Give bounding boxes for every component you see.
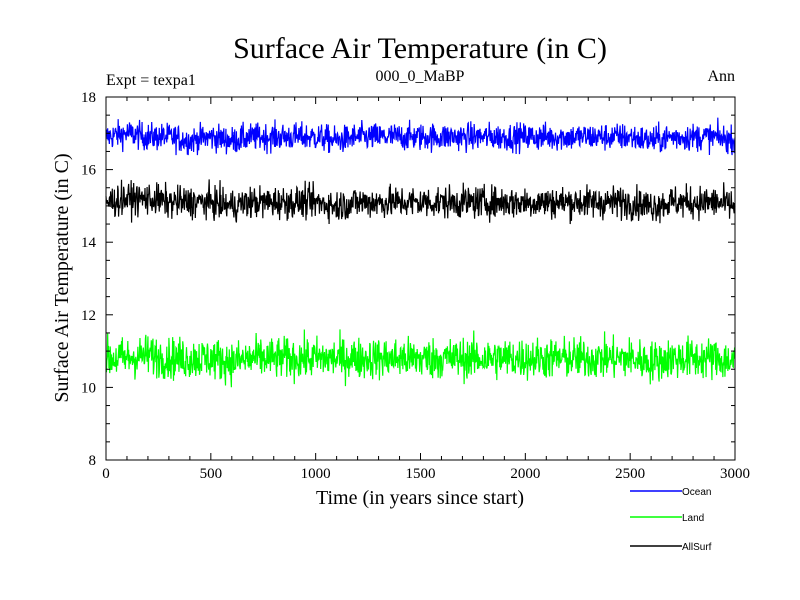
legend-label-ocean: Ocean xyxy=(682,487,711,498)
y-tick-label: 8 xyxy=(89,453,97,469)
x-tick-label: 0 xyxy=(102,466,110,482)
y-axis-label: Surface Air Temperature (in C) xyxy=(51,153,73,402)
scenario-label: 000_0_MaBP xyxy=(376,68,465,85)
x-tick-label: 1500 xyxy=(406,466,436,482)
x-tick-label: 1000 xyxy=(301,466,331,482)
tick-layer: 0 500 1000 1500 2000 2500 3000 8 10 12 14 16 18 xyxy=(81,90,750,482)
plot-frame xyxy=(105,96,736,461)
x-tick-label: 2500 xyxy=(615,466,645,482)
legend: Ocean Land AllSurf xyxy=(630,487,712,553)
series-layer xyxy=(105,117,736,388)
y-tick-label: 10 xyxy=(81,380,96,396)
expt-label: Expt = texpa1 xyxy=(106,72,196,89)
chart-title: Surface Air Temperature (in C) xyxy=(233,32,607,65)
y-tick-label: 12 xyxy=(81,308,96,324)
y-tick-label: 16 xyxy=(81,163,97,179)
series-line-land xyxy=(105,329,736,388)
series-line-allsurf xyxy=(105,179,736,225)
season-label: Ann xyxy=(707,68,735,85)
x-tick-label: 3000 xyxy=(720,466,750,482)
x-axis-label: Time (in years since start) xyxy=(316,487,524,509)
y-tick-label: 18 xyxy=(81,90,96,106)
x-tick-label: 2000 xyxy=(510,466,540,482)
legend-label-allsurf: AllSurf xyxy=(682,542,712,553)
legend-label-land: Land xyxy=(682,513,704,524)
x-tick-label: 500 xyxy=(200,466,223,482)
series-line-ocean xyxy=(105,117,736,156)
y-tick-label: 14 xyxy=(81,235,97,251)
